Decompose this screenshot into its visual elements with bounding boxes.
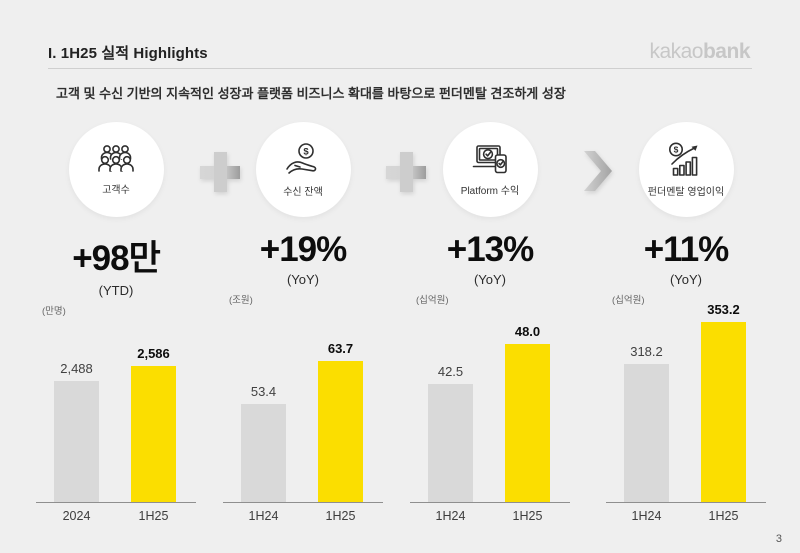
category-label: 1H24 bbox=[435, 509, 466, 523]
bar-value-label: 318.2 bbox=[630, 344, 663, 359]
bar-value-label: 2,488 bbox=[60, 361, 93, 376]
chart-unit-label: (만명) bbox=[42, 306, 66, 317]
metric-badge-label: 수신 잔액 bbox=[283, 187, 323, 198]
logo-bank: bank bbox=[702, 40, 751, 63]
people-group-icon bbox=[98, 145, 134, 172]
bar-current-period: 48.0 bbox=[505, 324, 550, 502]
kakaobank-logo: kakaobank bbox=[649, 40, 750, 64]
metric-value: +19% bbox=[259, 230, 348, 269]
metric-badge-label: 펀더멘탈 영업이익 bbox=[647, 187, 725, 198]
chart-unit-label: (조원) bbox=[229, 295, 253, 306]
bar-prior-period: 2,488 bbox=[54, 361, 99, 502]
chart-unit-label: (십억원) bbox=[416, 295, 449, 306]
bar-current-period: 2,586 bbox=[131, 346, 176, 502]
metric-basis: (YoY) bbox=[669, 272, 703, 287]
metric-badge: $ 수신 잔액 bbox=[255, 122, 351, 217]
metric-column-platform: Platform 수익 +13% (YoY) (십억원) 42.5 48.0 1… bbox=[410, 118, 570, 523]
metric-basis: (YTD) bbox=[98, 283, 134, 298]
bar-value-label: 48.0 bbox=[514, 324, 541, 339]
bar-prior-period: 53.4 bbox=[241, 384, 286, 502]
plus-connector-icon bbox=[386, 152, 426, 192]
chevron-right-icon bbox=[584, 151, 612, 191]
page-subtitle: 고객 및 수신 기반의 지속적인 성장과 플랫폼 비즈니스 확대를 바탕으로 펀… bbox=[56, 86, 566, 101]
bar-prior-period: 42.5 bbox=[428, 364, 473, 502]
bar-prior-period: 318.2 bbox=[624, 344, 669, 502]
bar-value-label: 42.5 bbox=[437, 364, 464, 379]
metric-value: +13% bbox=[446, 230, 535, 269]
metric-column-deposits: $ 수신 잔액 +19% (YoY) (조원) 53.4 63.7 1H24 1… bbox=[223, 118, 383, 523]
metric-basis: (YoY) bbox=[286, 272, 320, 287]
category-label: 1H24 bbox=[631, 509, 662, 523]
category-label: 2024 bbox=[62, 509, 91, 523]
hand-coin-icon: $ bbox=[286, 143, 317, 174]
category-label: 1H25 bbox=[708, 509, 739, 523]
svg-text:$: $ bbox=[674, 145, 679, 155]
metric-badge: Platform 수익 bbox=[442, 122, 538, 217]
svg-text:$: $ bbox=[303, 146, 309, 157]
category-label: 1H25 bbox=[325, 509, 356, 523]
page-number: 3 bbox=[775, 533, 782, 545]
bar-value-label: 353.2 bbox=[707, 302, 740, 317]
bar-value-label: 63.7 bbox=[327, 341, 354, 356]
plus-connector-icon bbox=[200, 152, 240, 192]
metric-basis: (YoY) bbox=[473, 272, 507, 287]
metric-column-operating-profit: $ 펀더멘탈 영업이익 +11% (YoY) (십억원) 318.2 353.2… bbox=[606, 118, 766, 523]
bar-value-label: 2,586 bbox=[137, 346, 170, 361]
bar-current-period: 63.7 bbox=[318, 341, 363, 502]
page-title: I. 1H25 실적 Highlights bbox=[48, 45, 208, 62]
metric-badge: $ 펀더멘탈 영업이익 bbox=[638, 122, 734, 217]
metric-badge-label: 고객수 bbox=[102, 185, 130, 196]
bar-current-period: 353.2 bbox=[701, 302, 746, 502]
metric-badge: 고객수 bbox=[68, 122, 164, 217]
devices-check-icon bbox=[472, 145, 507, 174]
coin-growth-icon: $ bbox=[669, 142, 698, 176]
header-divider bbox=[48, 68, 752, 69]
chart-unit-label: (십억원) bbox=[612, 295, 645, 306]
logo-kakao: kakao bbox=[649, 40, 703, 63]
metric-value: +11% bbox=[643, 230, 730, 269]
bar-value-label: 53.4 bbox=[250, 384, 277, 399]
category-label: 1H25 bbox=[138, 509, 169, 523]
category-label: 1H25 bbox=[512, 509, 543, 523]
metric-value: +98만 bbox=[72, 239, 161, 278]
metric-badge-label: Platform 수익 bbox=[460, 186, 520, 197]
metric-column-customers: 고객수 +98만 (YTD) (만명) 2,488 2,586 2024 1H2… bbox=[36, 118, 196, 523]
category-label: 1H24 bbox=[248, 509, 279, 523]
